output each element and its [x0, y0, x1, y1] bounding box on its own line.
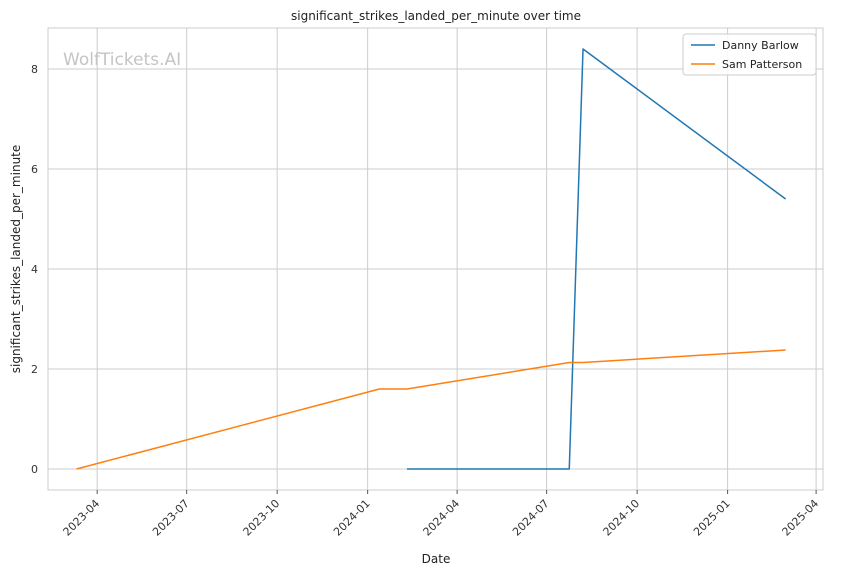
series-line-sam-patterson [76, 349, 786, 470]
x-tick-label: 2025-01 [691, 497, 733, 539]
x-tick-label: 2024-04 [421, 497, 463, 539]
x-tick-label: 2024-10 [601, 497, 643, 539]
x-tick-label: 2023-07 [150, 497, 192, 539]
x-axis-label: Date [422, 552, 451, 566]
grid [48, 28, 823, 490]
x-tick-label: 2024-07 [510, 497, 552, 539]
series-lines [76, 48, 787, 470]
x-tick-label: 2024-01 [331, 497, 373, 539]
y-tick-label: 8 [31, 63, 38, 76]
x-tick-label: 2023-04 [61, 497, 103, 539]
axis-ticks: 2023-04 2023-07 2023-10 2024-01 2024-04 2024-… [31, 63, 821, 539]
legend: Danny Barlow Sam Patterson [682, 33, 817, 76]
x-tick-label: 2023-10 [241, 497, 283, 539]
y-tick-label: 0 [31, 463, 38, 476]
y-axis-label: significant_strikes_landed_per_minute [9, 145, 23, 374]
legend-label-sam-patterson: Sam Patterson [722, 58, 802, 71]
y-tick-label: 2 [31, 363, 38, 376]
series-line-danny-barlow [406, 48, 787, 470]
y-tick-label: 4 [31, 263, 38, 276]
watermark: WolfTickets.AI [63, 50, 181, 70]
plot-frame [47, 27, 824, 491]
legend-box [682, 33, 817, 76]
y-tick-label: 6 [31, 163, 38, 176]
legend-label-danny-barlow: Danny Barlow [722, 39, 799, 52]
x-tick-label: 2025-04 [780, 497, 822, 539]
chart-title: significant_strikes_landed_per_minute ov… [291, 9, 581, 23]
